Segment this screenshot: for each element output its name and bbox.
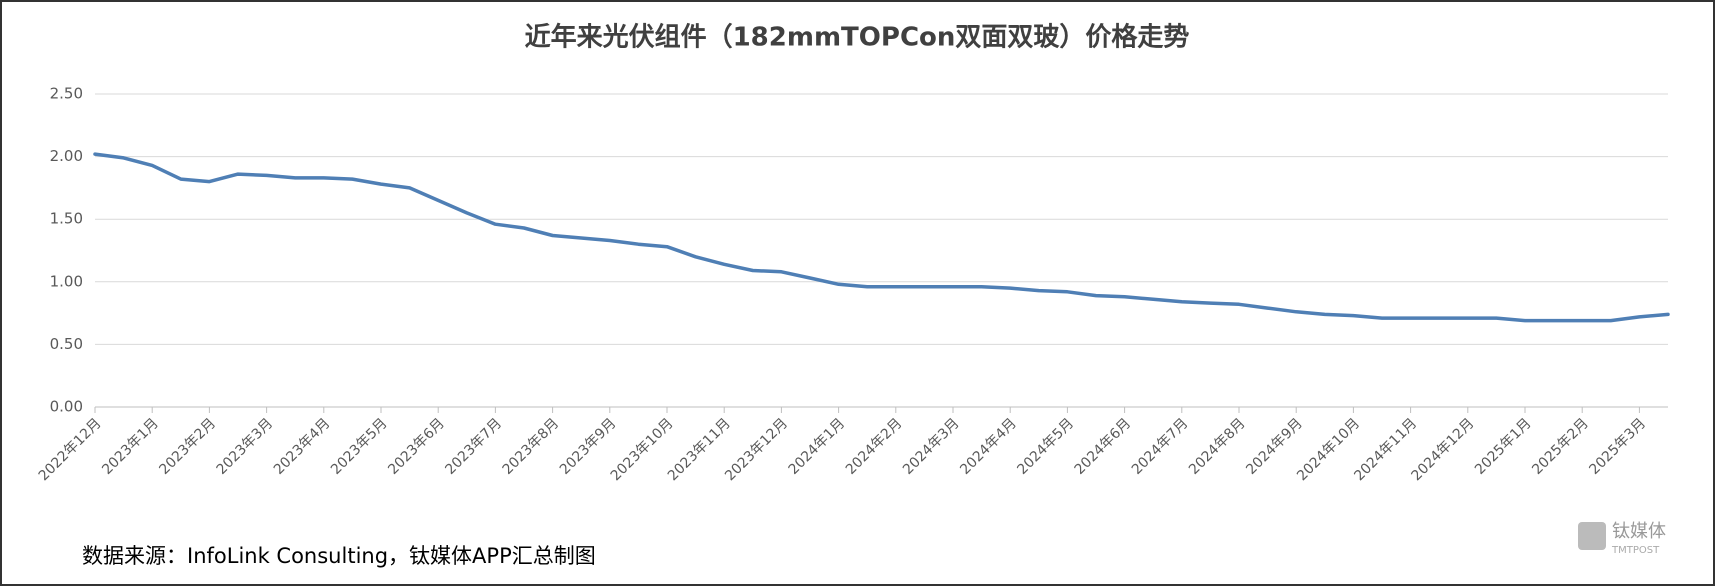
y-tick-label: 0.50	[50, 335, 83, 353]
y-tick-label: 2.00	[50, 147, 83, 165]
y-tick-label: 1.50	[50, 210, 83, 228]
chart-title: 近年来光伏组件（182mmTOPCon双面双玻）价格走势	[525, 22, 1190, 53]
watermark-sub: TMTPOST	[1611, 545, 1660, 556]
source-note: 数据来源：InfoLink Consulting，钛媒体APP汇总制图	[82, 544, 596, 568]
y-tick-label: 0.00	[50, 398, 83, 416]
watermark: 钛媒体	[1612, 521, 1666, 542]
watermark-icon	[1578, 522, 1606, 550]
y-tick-label: 1.00	[50, 272, 83, 290]
y-tick-label: 2.50	[50, 85, 83, 103]
price-line	[93, 152, 1670, 323]
